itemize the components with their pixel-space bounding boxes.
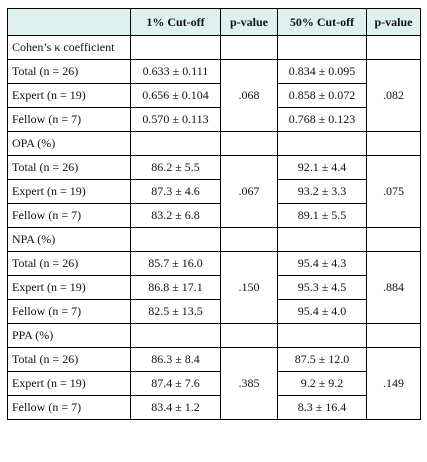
value-50pct: 93.2 ± 3.3 bbox=[277, 179, 367, 204]
header-cell-50pct-cutoff: 50% Cut-off bbox=[277, 8, 367, 36]
pvalue-50pct: .082 bbox=[366, 59, 421, 132]
value-1pct: 83.2 ± 6.8 bbox=[130, 203, 221, 228]
value-1pct: 86.2 ± 5.5 bbox=[130, 155, 221, 180]
value-50pct: 8.3 ± 16.4 bbox=[277, 395, 367, 420]
value-50pct: 95.3 ± 4.5 bbox=[277, 275, 367, 300]
section-title: PPA (%) bbox=[7, 323, 131, 348]
results-table-container: 1% Cut-off p-value 50% Cut-off p-value C… bbox=[7, 8, 421, 420]
table-row: Fellow (n = 7) 82.5 ± 13.5 95.4 ± 4.0 bbox=[7, 299, 421, 324]
table-row: Total (n = 26) 85.7 ± 16.0 .150 95.4 ± 4… bbox=[7, 251, 421, 324]
row-label: Fellow (n = 7) bbox=[7, 203, 131, 228]
results-table: 1% Cut-off p-value 50% Cut-off p-value C… bbox=[7, 8, 421, 420]
empty-cell bbox=[366, 131, 421, 156]
pvalue-50pct: .075 bbox=[366, 155, 421, 228]
table-row: Expert (n = 19) 87.4 ± 7.6 9.2 ± 9.2 bbox=[7, 371, 421, 396]
row-label: Fellow (n = 7) bbox=[7, 395, 131, 420]
value-50pct: 87.5 ± 12.0 bbox=[277, 347, 367, 372]
table-row: Expert (n = 19) 86.8 ± 17.1 95.3 ± 4.5 bbox=[7, 275, 421, 300]
empty-cell bbox=[130, 323, 221, 348]
empty-cell bbox=[366, 35, 421, 60]
header-cell-1pct-cutoff: 1% Cut-off bbox=[130, 8, 221, 36]
pvalue-1pct: .068 bbox=[220, 59, 278, 132]
header-cell-pvalue-1: p-value bbox=[220, 8, 278, 36]
value-1pct: 0.656 ± 0.104 bbox=[130, 83, 221, 108]
section-row-ppa: PPA (%) bbox=[7, 323, 421, 348]
row-label: Total (n = 26) bbox=[7, 59, 131, 84]
empty-cell bbox=[130, 131, 221, 156]
pvalue-1pct: .067 bbox=[220, 155, 278, 228]
section-row-opa: OPA (%) bbox=[7, 131, 421, 156]
pvalue-1pct: .385 bbox=[220, 347, 278, 420]
empty-cell bbox=[130, 35, 221, 60]
value-50pct: 9.2 ± 9.2 bbox=[277, 371, 367, 396]
row-label: Expert (n = 19) bbox=[7, 371, 131, 396]
row-label: Total (n = 26) bbox=[7, 155, 131, 180]
table-row: Expert (n = 19) 0.656 ± 0.104 0.858 ± 0.… bbox=[7, 83, 421, 108]
value-1pct: 87.4 ± 7.6 bbox=[130, 371, 221, 396]
empty-cell bbox=[220, 227, 278, 252]
empty-cell bbox=[366, 323, 421, 348]
value-1pct: 86.8 ± 17.1 bbox=[130, 275, 221, 300]
value-1pct: 87.3 ± 4.6 bbox=[130, 179, 221, 204]
empty-cell bbox=[220, 131, 278, 156]
empty-cell bbox=[130, 227, 221, 252]
value-50pct: 95.4 ± 4.3 bbox=[277, 251, 367, 276]
row-label: Expert (n = 19) bbox=[7, 275, 131, 300]
section-row-kappa: Cohen’s κ coefficient bbox=[7, 35, 421, 60]
table-row: Fellow (n = 7) 0.570 ± 0.113 0.768 ± 0.1… bbox=[7, 107, 421, 132]
pvalue-1pct: .150 bbox=[220, 251, 278, 324]
empty-cell bbox=[277, 131, 367, 156]
table-row: Total (n = 26) 86.2 ± 5.5 .067 92.1 ± 4.… bbox=[7, 155, 421, 228]
row-label: Total (n = 26) bbox=[7, 251, 131, 276]
value-50pct: 89.1 ± 5.5 bbox=[277, 203, 367, 228]
table-row: Fellow (n = 7) 83.4 ± 1.2 8.3 ± 16.4 bbox=[7, 395, 421, 420]
section-row-npa: NPA (%) bbox=[7, 227, 421, 252]
table-row: Total (n = 26) 0.633 ± 0.111 .068 0.834 … bbox=[7, 59, 421, 132]
pvalue-50pct: .884 bbox=[366, 251, 421, 324]
value-1pct: 0.633 ± 0.111 bbox=[130, 59, 221, 84]
row-label: Total (n = 26) bbox=[7, 347, 131, 372]
row-label: Fellow (n = 7) bbox=[7, 107, 131, 132]
section-title: OPA (%) bbox=[7, 131, 131, 156]
section-title: NPA (%) bbox=[7, 227, 131, 252]
row-label: Expert (n = 19) bbox=[7, 83, 131, 108]
row-label: Expert (n = 19) bbox=[7, 179, 131, 204]
row-label: Fellow (n = 7) bbox=[7, 299, 131, 324]
pvalue-50pct: .149 bbox=[366, 347, 421, 420]
table-row: Expert (n = 19) 87.3 ± 4.6 93.2 ± 3.3 bbox=[7, 179, 421, 204]
value-1pct: 83.4 ± 1.2 bbox=[130, 395, 221, 420]
header-cell-pvalue-2: p-value bbox=[366, 8, 421, 36]
value-50pct: 92.1 ± 4.4 bbox=[277, 155, 367, 180]
value-50pct: 0.834 ± 0.095 bbox=[277, 59, 367, 84]
value-50pct: 0.768 ± 0.123 bbox=[277, 107, 367, 132]
header-cell-empty bbox=[7, 8, 131, 36]
empty-cell bbox=[366, 227, 421, 252]
value-1pct: 82.5 ± 13.5 bbox=[130, 299, 221, 324]
empty-cell bbox=[220, 323, 278, 348]
value-50pct: 0.858 ± 0.072 bbox=[277, 83, 367, 108]
value-1pct: 86.3 ± 8.4 bbox=[130, 347, 221, 372]
value-1pct: 85.7 ± 16.0 bbox=[130, 251, 221, 276]
table-row: Fellow (n = 7) 83.2 ± 6.8 89.1 ± 5.5 bbox=[7, 203, 421, 228]
value-50pct: 95.4 ± 4.0 bbox=[277, 299, 367, 324]
empty-cell bbox=[277, 323, 367, 348]
section-title: Cohen’s κ coefficient bbox=[7, 35, 131, 60]
empty-cell bbox=[277, 227, 367, 252]
header-row: 1% Cut-off p-value 50% Cut-off p-value bbox=[7, 8, 421, 36]
value-1pct: 0.570 ± 0.113 bbox=[130, 107, 221, 132]
table-row: Total (n = 26) 86.3 ± 8.4 .385 87.5 ± 12… bbox=[7, 347, 421, 420]
empty-cell bbox=[277, 35, 367, 60]
empty-cell bbox=[220, 35, 278, 60]
